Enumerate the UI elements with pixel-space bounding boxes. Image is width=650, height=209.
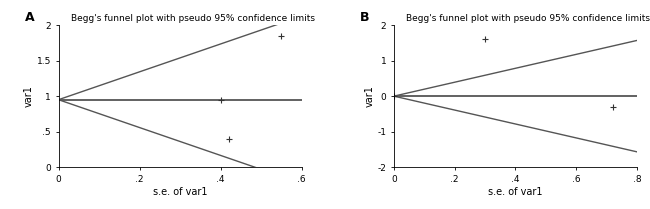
Y-axis label: var1: var1 — [365, 85, 374, 107]
X-axis label: s.e. of var1: s.e. of var1 — [153, 187, 207, 197]
Text: Begg's funnel plot with pseudo 95% confidence limits: Begg's funnel plot with pseudo 95% confi… — [406, 14, 650, 23]
X-axis label: s.e. of var1: s.e. of var1 — [488, 187, 543, 197]
Text: B: B — [360, 11, 369, 24]
Text: Begg's funnel plot with pseudo 95% confidence limits: Begg's funnel plot with pseudo 95% confi… — [71, 14, 315, 23]
Text: A: A — [25, 11, 34, 24]
Y-axis label: var1: var1 — [23, 85, 34, 107]
